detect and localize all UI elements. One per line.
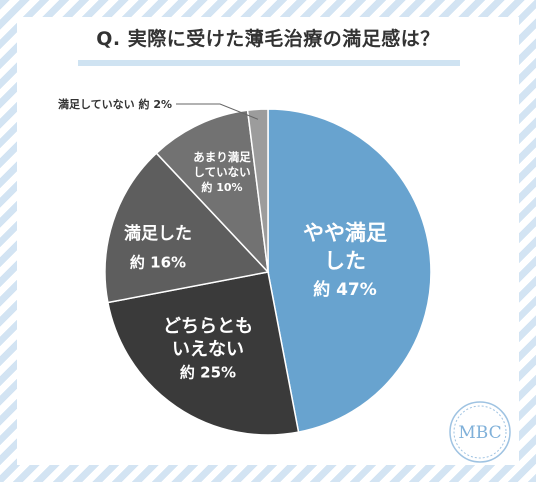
slice-label-4-line-2: していない [193,165,250,179]
slice-label-4-line-1: あまり満足 [193,150,251,164]
pie-slice-1 [267,108,432,433]
mbc-logo: MBC [446,398,514,466]
pie-slice-5 [246,108,269,273]
chart-title: Q. 実際に受けた薄毛治療の満足感は？ [96,28,440,50]
slice-label-2-line-1: どちらとも [163,316,253,337]
slice-label-2-line-2: いえない [172,339,244,360]
title-underline [78,60,460,66]
pie-slice-2 [107,271,300,436]
slice-label-1-line-1: やや満足 [303,221,387,245]
slice-value-1: 約 47% [313,279,377,300]
pie-slices [104,108,432,436]
slice-label-1-line-2: した [324,249,366,273]
leader-line [176,103,259,120]
slice-label-3-line-1: 満足した [124,223,192,244]
pie-slice-3 [104,152,270,304]
pie-slice-4 [155,109,270,275]
svg-text:MBC: MBC [458,423,501,443]
slice-value-4: 約 10% [201,180,242,194]
slice-value-2: 約 25% [180,363,236,381]
slice-label-5: 満足していない 約 2% [58,97,172,111]
slice-value-3: 約 16% [130,254,186,272]
